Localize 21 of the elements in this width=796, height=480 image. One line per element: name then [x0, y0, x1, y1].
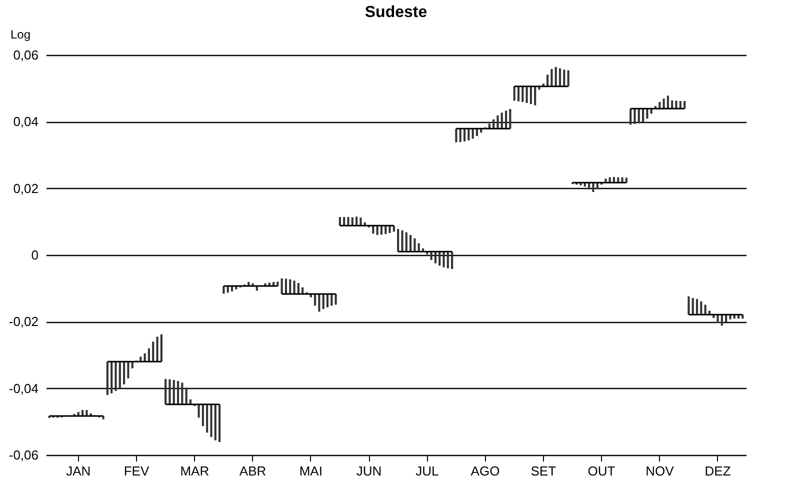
x-tick-label: MAR — [180, 464, 210, 478]
x-tick-label: JAN — [66, 464, 91, 478]
chart-title: Sudeste — [364, 4, 428, 21]
y-tick-label: 0 — [31, 248, 38, 262]
x-tick-label: OUT — [588, 464, 616, 478]
x-tick-label: DEZ — [704, 464, 731, 478]
y-tick-label: -0,04 — [8, 380, 38, 396]
y-tick-label: 0,04 — [13, 114, 38, 130]
x-tick-label: JUN — [356, 464, 382, 478]
y-axis-title: Log — [10, 28, 31, 42]
x-tick-label: MAI — [299, 464, 322, 478]
x-tick-label: SET — [530, 464, 556, 478]
x-tick-label: NOV — [646, 464, 674, 478]
y-tick-label: 0,02 — [13, 180, 38, 196]
x-tick-label: FEV — [124, 464, 150, 478]
x-tick-label: AGO — [470, 464, 500, 478]
y-tick-label: -0,02 — [8, 314, 38, 330]
x-tick-label: JUL — [416, 464, 439, 478]
x-tick-label: ABR — [239, 464, 266, 478]
y-tick-label: 0,06 — [13, 48, 38, 62]
y-tick-label: -0,06 — [8, 448, 38, 462]
